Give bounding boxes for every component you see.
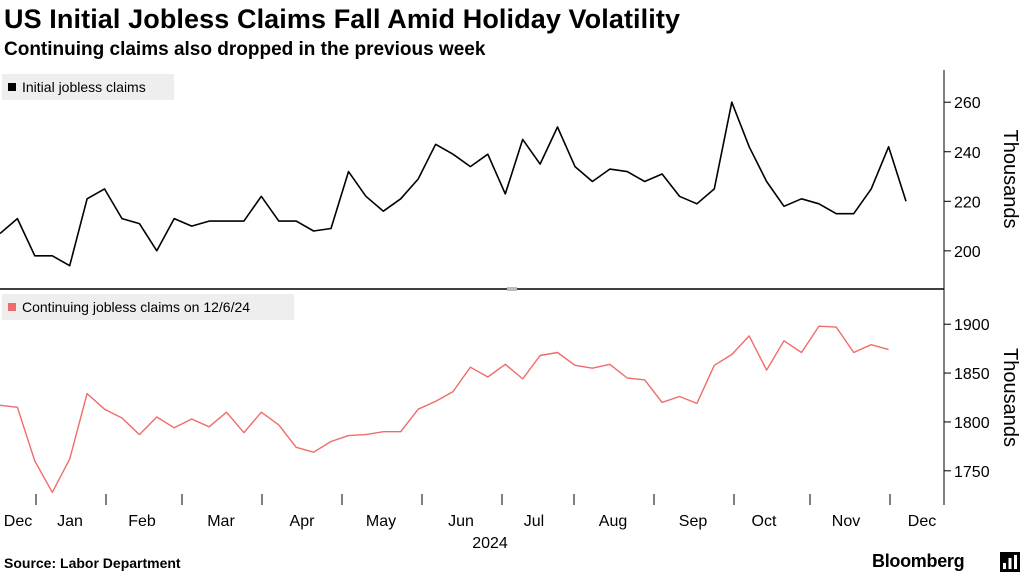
legend-label: Continuing jobless claims on 12/6/24: [22, 299, 250, 315]
x-tick-label: Apr: [290, 513, 316, 530]
x-tick-label: Nov: [832, 513, 860, 530]
x-year-label: 2024: [472, 535, 508, 552]
x-tick-label: Dec: [4, 513, 32, 530]
y-tick-label: 220: [954, 194, 981, 211]
x-tick-label: May: [366, 513, 396, 530]
x-tick-label: Dec: [908, 513, 936, 530]
panel-divider-handle: [507, 287, 517, 291]
legend-box: [2, 74, 174, 100]
x-tick-label: Jan: [57, 513, 83, 530]
x-tick-label: Oct: [752, 513, 777, 530]
chart-subtitle: Continuing claims also dropped in the pr…: [4, 39, 486, 60]
bloomberg-chart-icon: [1000, 552, 1020, 572]
source-note: Source: Labor Department: [4, 555, 181, 571]
initial-claims-line: [0, 101, 907, 267]
y-tick-label: 1800: [954, 415, 990, 432]
x-tick-label: Feb: [128, 513, 156, 530]
y-axis-label: Thousands: [999, 348, 1021, 447]
y-tick-label: 1900: [954, 317, 990, 334]
legend-box: [2, 294, 294, 320]
x-tick-label: Aug: [599, 513, 627, 530]
y-tick-label: 240: [954, 145, 981, 162]
y-tick-label: 260: [954, 95, 981, 112]
legend-swatch: [8, 83, 16, 91]
chart-title: US Initial Jobless Claims Fall Amid Holi…: [4, 4, 681, 34]
x-tick-label: Jun: [448, 513, 474, 530]
x-tick-label: Sep: [679, 513, 708, 530]
legend-swatch: [8, 303, 16, 311]
x-tick-label: Jul: [524, 513, 544, 530]
y-tick-label: 1850: [954, 366, 990, 383]
continuing-claims-line: [0, 325, 889, 493]
y-tick-label: 1750: [954, 464, 990, 481]
legend-label: Initial jobless claims: [22, 79, 146, 95]
y-axis-label: Thousands: [999, 130, 1021, 229]
y-tick-label: 200: [954, 244, 981, 261]
x-tick-label: Mar: [207, 513, 235, 530]
brand-logo: Bloomberg: [872, 551, 965, 571]
